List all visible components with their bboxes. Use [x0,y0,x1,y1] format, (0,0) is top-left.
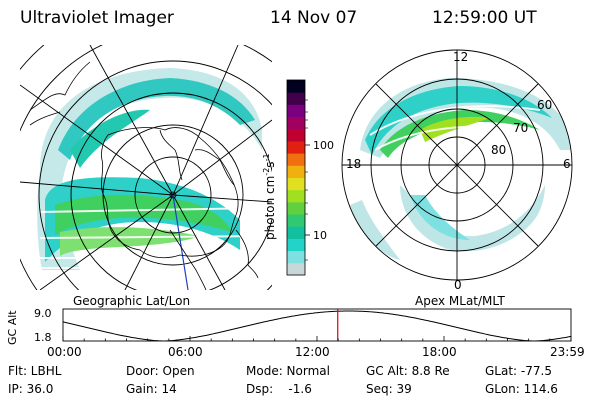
altitude-ylabel: GC Alt [6,310,19,345]
colorbar-segment [287,238,305,252]
colorbar-unit-label: photon cm-2s-1 [262,153,277,240]
colorbar-segment [287,177,305,191]
mlat-label-70: 70 [513,121,528,135]
apex-panel-label: Apex MLat/MLT [415,294,505,308]
mlat-label-60: 60 [537,98,552,112]
colorbar-segment [287,226,305,239]
geographic-map [20,45,272,290]
info-seq: Seq: 39 [366,382,412,396]
mlt-label-12: 12 [453,50,468,64]
colorbar-segment [287,165,305,178]
colorbar-segment [287,214,305,227]
colorbar-tick-10: 10 [313,229,327,242]
altitude-xtick-2: 12:00 [295,345,330,359]
info-mode: Mode: Normal [246,364,330,378]
info-glon: GLon: 114.6 [485,382,558,396]
colorbar-segment [287,250,305,264]
colorbar-segment [287,104,305,118]
altitude-plot [62,308,572,342]
altitude-xtick-3: 18:00 [422,345,457,359]
info-door: Door: Open [126,364,195,378]
info-glat: GLat: -77.5 [485,364,552,378]
info-flt: Flt: LBHL [8,364,62,378]
instrument-title: Ultraviolet Imager [20,8,174,28]
geo-meridians [20,45,272,290]
colorbar-segment [287,201,305,215]
geo-coastlines [29,61,259,290]
colorbar-segment [287,189,305,203]
info-dsp: Dsp: -1.6 [246,382,312,396]
colorbar-segment [287,116,305,130]
altitude-xtick-4: 23:59 [550,345,585,359]
time-label: 12:59:00 UT [432,8,537,28]
info-gain: Gain: 14 [126,382,177,396]
altitude-ytick-low: 1.8 [34,331,52,344]
date-label: 14 Nov 07 [270,8,358,28]
geo-latitude-circles [20,45,272,290]
altitude-ytick-high: 9.0 [34,307,52,320]
colorbar-segment [287,128,305,142]
colorbar-tick-100: 100 [313,139,334,152]
colorbar-segment [287,153,305,166]
mlat-label-80: 80 [491,143,506,157]
mlt-label-0: 0 [454,278,462,292]
altitude-xtick-1: 06:00 [168,345,203,359]
geo-auroral-emission [37,68,263,270]
mlt-label-6: 6 [563,157,571,171]
colorbar-segment [287,92,305,105]
geo-local-meridian [172,194,189,290]
info-gcalt: GC Alt: 8.8 Re [366,364,450,378]
mlt-label-18: 18 [346,157,361,171]
colorbar-segment [287,262,305,276]
colorbar [286,79,310,276]
altitude-xtick-0: 00:00 [47,345,82,359]
colorbar-segment [287,80,305,93]
geo-panel-label: Geographic Lat/Lon [73,294,190,308]
info-ip: IP: 36.0 [8,382,54,396]
apex-grid [341,49,573,281]
colorbar-segment [287,140,305,154]
